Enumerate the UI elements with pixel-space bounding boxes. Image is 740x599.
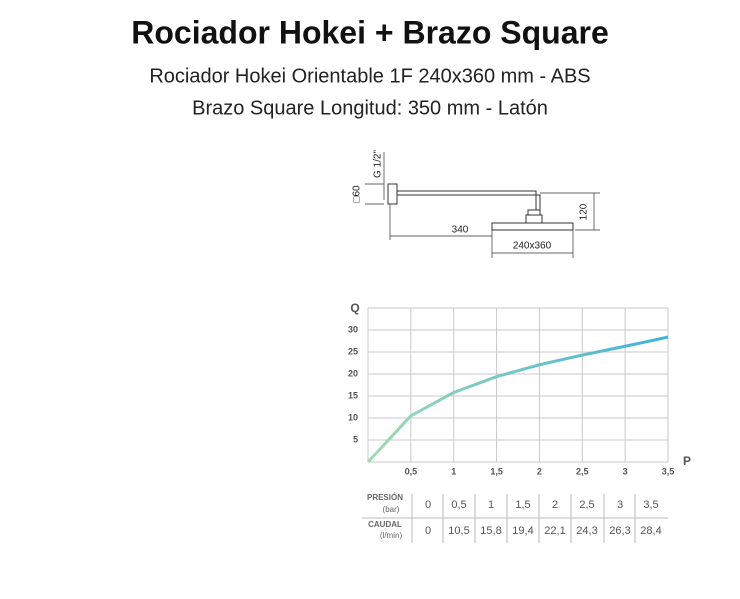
table-cell: 24,3 [576,525,597,537]
table-cell: 0 [425,525,431,537]
y-tick-label: 30 [348,324,358,334]
subtitle: Rociador Hokei Orientable 1F 240x360 mm … [149,65,590,87]
dimension-label: 120 [579,203,590,220]
y-tick-label: 15 [348,390,358,400]
table-cell: 10,5 [448,525,469,537]
dimension-lines [365,152,600,258]
y-tick-label: 10 [348,412,358,422]
data-line [366,335,669,464]
arm [397,190,541,210]
y-tick-label: 25 [348,346,358,356]
dimension-label: □60 [352,185,363,203]
dimension-label: G 1/2" [373,150,384,178]
table-cell: 1,5 [515,499,530,511]
table-cell: 0 [425,499,431,511]
row-unit: (bar) [383,505,400,514]
table-cell: 15,8 [480,525,501,537]
neck [525,214,543,224]
x-tick-label: 3 [623,466,628,476]
technical-drawing [365,152,600,258]
x-tick-label: 1 [451,466,456,476]
table-cell: 0,5 [451,499,466,511]
dimension-label: 340 [452,225,469,236]
table-cell: 22,1 [544,525,565,537]
table-cell: 3 [617,499,623,511]
shower-head [491,222,574,231]
table-cell: 2 [552,499,558,511]
row-label: PRESIÓN [367,493,403,502]
dimension-label: 240x360 [513,241,552,252]
x-tick-label: 1,5 [490,466,503,476]
wall-plate [387,183,398,205]
x-tick-label: 3,5 [662,466,675,476]
table-cell: 28,4 [640,525,661,537]
y-tick-label: 5 [353,434,358,444]
x-tick-label: 2,5 [576,466,589,476]
table-cell: 26,3 [609,525,630,537]
table-cell: 19,4 [512,525,533,537]
table-cell: 2,5 [579,499,594,511]
x-tick-label: 0,5 [405,466,418,476]
x-tick-label: 2 [537,466,542,476]
table-cell: 3,5 [643,499,658,511]
joint [527,209,541,216]
y-tick-label: 20 [348,368,358,378]
y-axis-label: Q [350,301,359,315]
x-axis-label: P [683,454,691,468]
table-grid [362,494,668,543]
title: Rociador Hokei + Brazo Square [131,14,608,50]
row-label: CAUDAL [368,520,402,529]
row-unit: (l/min) [380,531,403,540]
table-cell: 1 [488,499,494,511]
subtitle: Brazo Square Longitud: 350 mm - Latón [192,97,548,119]
